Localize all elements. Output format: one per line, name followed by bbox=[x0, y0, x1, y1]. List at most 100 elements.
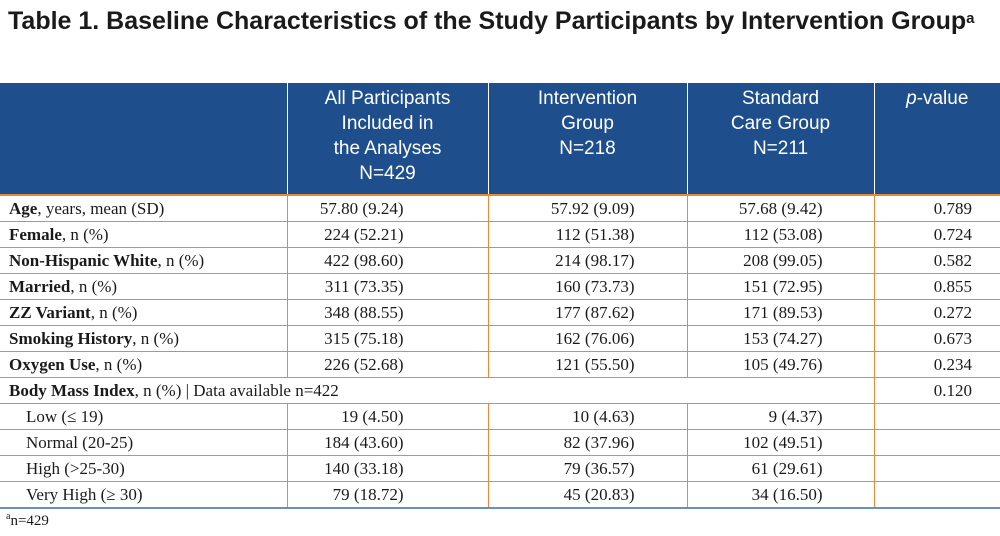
header-all-line: Included in bbox=[341, 113, 434, 134]
cell-p-value: 0.724 bbox=[873, 221, 1000, 248]
footnote-text: n=429 bbox=[10, 513, 49, 529]
bmi-label: Body Mass Index, n (%) | Data available … bbox=[0, 377, 874, 404]
row-label-bold: Married bbox=[9, 276, 71, 296]
table-subrow: Very High (≥ 30) 79 (18.72) 45 (20.83) 3… bbox=[0, 481, 1000, 509]
row-label: Age, years, mean (SD) bbox=[0, 194, 287, 222]
cell-intervention: 57.92 (9.09) bbox=[487, 194, 687, 222]
table-row: ZZ Variant, n (%) 348 (88.55) 177 (87.62… bbox=[0, 299, 1000, 326]
row-label-bold: Female bbox=[9, 224, 62, 244]
row-label-rest: , n (%) bbox=[61, 224, 109, 244]
table-row: Female, n (%) 224 (52.21) 112 (51.38) 11… bbox=[0, 221, 1000, 248]
cell-p-value: 0.789 bbox=[873, 194, 1000, 222]
bmi-label-bold: Body Mass Index bbox=[9, 380, 135, 400]
cell-intervention: 10 (4.63) bbox=[487, 403, 687, 430]
table-title-text: Table 1. Baseline Characteristics of the… bbox=[8, 7, 967, 35]
header-all-line: All Participants bbox=[324, 88, 451, 109]
cell-all: 226 (52.68) bbox=[286, 351, 488, 378]
table-row: Oxygen Use, n (%) 226 (52.68) 121 (55.50… bbox=[0, 351, 1000, 378]
cell-all: 140 (33.18) bbox=[286, 455, 488, 482]
cell-standard: 57.68 (9.42) bbox=[686, 194, 874, 222]
bmi-p-value: 0.120 bbox=[873, 377, 1000, 404]
row-label-bold: Smoking History bbox=[9, 328, 133, 348]
row-label-rest: , n (%) bbox=[70, 276, 118, 296]
table-title: Table 1. Baseline Characteristics of the… bbox=[8, 6, 988, 37]
header-intervention-group: Intervention Group N=218 bbox=[487, 83, 687, 195]
table-subrow: Low (≤ 19) 19 (4.50) 10 (4.63) 9 (4.37) bbox=[0, 403, 1000, 430]
row-label: Female, n (%) bbox=[0, 221, 287, 248]
cell-standard: 208 (99.05) bbox=[686, 247, 874, 274]
row-label-bold: Oxygen Use bbox=[9, 354, 96, 374]
title-footnote-marker: a bbox=[966, 10, 975, 27]
cell-standard: 102 (49.51) bbox=[686, 429, 874, 456]
table-row: Smoking History, n (%) 315 (75.18) 162 (… bbox=[0, 325, 1000, 352]
header-standard-care-group: Standard Care Group N=211 bbox=[686, 83, 874, 195]
cell-p-value: 0.673 bbox=[873, 325, 1000, 352]
row-label: Smoking History, n (%) bbox=[0, 325, 287, 352]
header-std-line: Care Group bbox=[730, 113, 831, 134]
table-row: Non-Hispanic White, n (%) 422 (98.60) 21… bbox=[0, 247, 1000, 274]
row-label-bold: ZZ Variant bbox=[9, 302, 91, 322]
table-row: Married, n (%) 311 (73.35) 160 (73.73) 1… bbox=[0, 273, 1000, 300]
header-p-rest: -value bbox=[916, 88, 969, 109]
cell-p-value-empty bbox=[873, 481, 1000, 509]
row-label: Oxygen Use, n (%) bbox=[0, 351, 287, 378]
subrow-label: Very High (≥ 30) bbox=[0, 481, 287, 509]
cell-standard: 105 (49.76) bbox=[686, 351, 874, 378]
cell-all: 348 (88.55) bbox=[286, 299, 488, 326]
subrow-label: Low (≤ 19) bbox=[0, 403, 287, 430]
cell-intervention: 45 (20.83) bbox=[487, 481, 687, 509]
cell-standard: 151 (72.95) bbox=[686, 273, 874, 300]
cell-all: 315 (75.18) bbox=[286, 325, 488, 352]
cell-all: 57.80 (9.24) bbox=[286, 194, 488, 222]
subrow-label: High (>25-30) bbox=[0, 455, 287, 482]
header-std-line: Standard bbox=[741, 88, 820, 109]
cell-all: 19 (4.50) bbox=[286, 403, 488, 430]
row-label-rest: , years, mean (SD) bbox=[37, 198, 165, 218]
cell-intervention: 162 (76.06) bbox=[487, 325, 687, 352]
cell-intervention: 112 (51.38) bbox=[487, 221, 687, 248]
cell-p-value: 0.234 bbox=[873, 351, 1000, 378]
cell-intervention: 82 (37.96) bbox=[487, 429, 687, 456]
row-label: Married, n (%) bbox=[0, 273, 287, 300]
header-p-value: p-value bbox=[873, 83, 1000, 195]
baseline-characteristics-table: All Participants Included in the Analyse… bbox=[0, 83, 1000, 509]
cell-all: 224 (52.21) bbox=[286, 221, 488, 248]
cell-standard: 34 (16.50) bbox=[686, 481, 874, 509]
cell-all: 79 (18.72) bbox=[286, 481, 488, 509]
cell-standard: 153 (74.27) bbox=[686, 325, 874, 352]
row-label-rest: , n (%) bbox=[95, 354, 143, 374]
row-label-rest: , n (%) bbox=[157, 250, 205, 270]
cell-all: 184 (43.60) bbox=[286, 429, 488, 456]
cell-standard: 112 (53.08) bbox=[686, 221, 874, 248]
cell-intervention: 177 (87.62) bbox=[487, 299, 687, 326]
table-subrow: High (>25-30) 140 (33.18) 79 (36.57) 61 … bbox=[0, 455, 1000, 482]
row-label-rest: , n (%) bbox=[90, 302, 138, 322]
row-label: ZZ Variant, n (%) bbox=[0, 299, 287, 326]
cell-p-value-empty bbox=[873, 455, 1000, 482]
header-int-line: Intervention bbox=[537, 88, 638, 109]
cell-p-value: 0.855 bbox=[873, 273, 1000, 300]
header-all-line: the Analyses bbox=[333, 138, 442, 159]
table-row-bmi-header: Body Mass Index, n (%) | Data available … bbox=[0, 377, 1000, 404]
footnote-marker: a bbox=[6, 511, 11, 522]
row-label: Non-Hispanic White, n (%) bbox=[0, 247, 287, 274]
cell-standard: 61 (29.61) bbox=[686, 455, 874, 482]
cell-all: 422 (98.60) bbox=[286, 247, 488, 274]
row-label-rest: , n (%) bbox=[132, 328, 180, 348]
cell-intervention: 214 (98.17) bbox=[487, 247, 687, 274]
cell-standard: 171 (89.53) bbox=[686, 299, 874, 326]
cell-all: 311 (73.35) bbox=[286, 273, 488, 300]
header-std-line: N=211 bbox=[752, 138, 809, 159]
row-label-bold: Age bbox=[9, 198, 38, 218]
cell-p-value-empty bbox=[873, 429, 1000, 456]
cell-p-value: 0.272 bbox=[873, 299, 1000, 326]
cell-intervention: 160 (73.73) bbox=[487, 273, 687, 300]
bmi-label-rest: , n (%) | Data available n=422 bbox=[134, 380, 339, 400]
table-footnote: an=429 bbox=[6, 511, 49, 530]
cell-intervention: 79 (36.57) bbox=[487, 455, 687, 482]
row-label-bold: Non-Hispanic White bbox=[9, 250, 158, 270]
header-all-participants: All Participants Included in the Analyse… bbox=[286, 83, 488, 195]
header-p-italic: p bbox=[906, 88, 917, 109]
header-row: All Participants Included in the Analyse… bbox=[0, 83, 1000, 195]
header-int-line: Group bbox=[561, 113, 614, 134]
